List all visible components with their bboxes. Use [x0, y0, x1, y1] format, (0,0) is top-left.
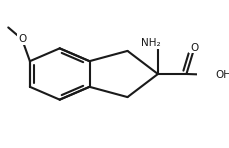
Text: OH: OH: [214, 70, 229, 80]
Text: O: O: [189, 43, 198, 53]
Text: O: O: [18, 34, 26, 44]
Text: NH₂: NH₂: [141, 38, 160, 48]
